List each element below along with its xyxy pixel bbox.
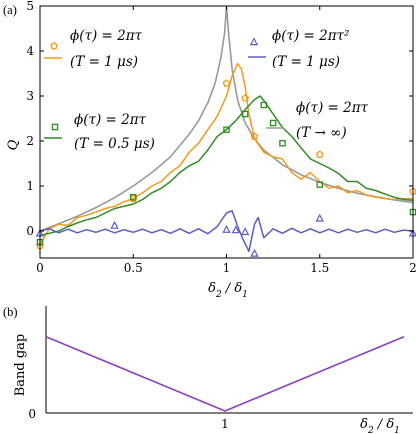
panel-a-label: (a) [3,3,17,17]
panel-b-label: (b) [3,305,18,319]
y-tick-label: 5 [26,0,34,13]
x-tick-label: 0 [36,261,44,275]
y-tick-label: 4 [26,44,34,58]
data-point-green [279,139,286,147]
x-tick-label: 1 [223,261,231,275]
data-point-blue [110,220,119,229]
series-line-blue [40,210,413,253]
data-point-green [223,126,230,134]
legend-condition-gray: (T → ∞) [296,125,347,141]
data-point-orange [222,79,231,87]
panel-a-xlabel: δ2 / δ1 [208,281,248,300]
legend-condition-orange: (T = 1 μs) [70,54,138,70]
panel-a-legend: ϕ(τ) = 2πτ (T = 1 μs) ϕ(τ) = 2πτ (T = 0.5 μ… [44,28,369,152]
legend-label-orange: ϕ(τ) = 2πτ [70,28,143,44]
legend-condition-blue: (T = 1 μs) [272,54,340,70]
data-point-green [241,110,249,118]
panel-a-ticks: 0 0.5 1 1.5 2 0 1 2 3 4 5 [26,0,416,275]
data-point-orange [250,132,259,140]
x-tick-label: 0.5 [124,261,143,275]
y-tick-label: 2 [26,134,34,148]
legend-label-gray: ϕ(τ) = 2πτ [296,100,369,116]
legend-marker-blue [249,37,259,46]
panel-b: (b) Band gap 10 δ2 / δ1 [3,305,413,434]
x-tick-label: 1.5 [310,261,329,275]
y-tick-label: 3 [26,89,34,103]
panel-a-ylabel: Q [6,139,21,150]
panel-a-curves [40,6,413,253]
series-line-bandgap [45,335,405,412]
panel-b-xlabel: δ2 / δ1 [360,417,400,434]
data-point-blue [222,224,231,233]
legend-label-blue: ϕ(τ) = 2πτ² [272,28,349,44]
data-point-blue [240,227,250,236]
x-tick-label: 1 [221,417,229,431]
data-point-green [260,101,268,109]
data-point-blue [231,225,241,234]
y-tick-label: 0 [28,407,36,421]
data-point-orange [315,150,324,158]
panel-b-ylabel: Band gap [13,334,28,397]
series-line-green [40,95,413,237]
panel-b-ticks: 10 [28,407,228,431]
y-tick-label: 1 [26,179,34,193]
legend-label-green: ϕ(τ) = 2πτ [74,112,147,128]
data-point-orange [241,94,250,102]
y-tick-label: 0 [26,224,34,238]
data-point-green [129,193,137,201]
data-point-green [316,181,323,188]
legend-marker-orange [50,41,58,50]
series-line-orange [40,62,413,245]
data-point-blue [315,213,324,222]
legend-marker-green [51,123,59,131]
x-tick-label: 2 [409,261,416,275]
series-line-gray [40,6,413,232]
panel-b-curves [45,335,405,412]
panel-a: (a) 0 0.5 1 1.5 2 0 1 2 3 4 5 Q δ2 / δ1 ϕ(τ) = 2πτ… [3,0,416,300]
legend-condition-green: (T = 0.5 μs) [74,136,155,152]
data-point-blue [250,248,259,257]
panel-a-markers [35,79,416,257]
data-point-green [269,119,277,127]
